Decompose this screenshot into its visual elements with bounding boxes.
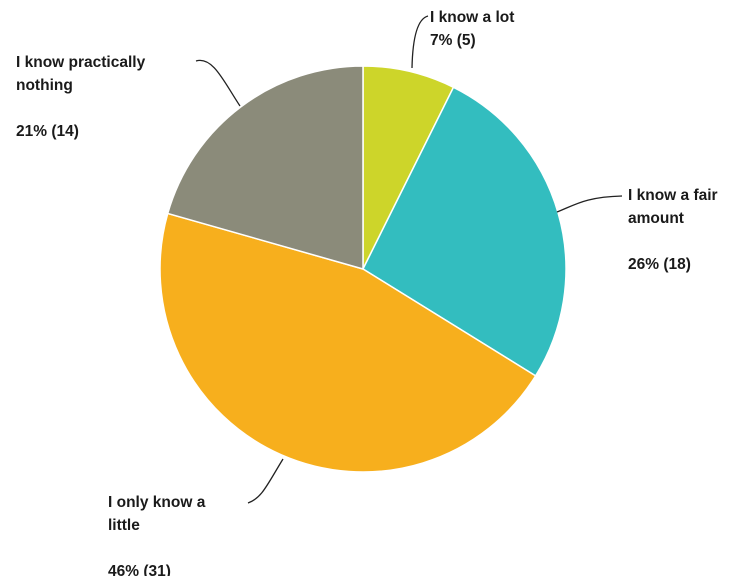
slice-label-line: I only know a [108, 494, 206, 511]
slice-label-line: I know a fair [628, 187, 718, 204]
slice-label-line: 46% (31) [108, 563, 171, 576]
slice-label-line: 21% (14) [16, 123, 79, 140]
slice-label-line: I know practically [16, 54, 146, 71]
slice-label-1: I know a lot 7% (5) [430, 9, 514, 49]
leader-line-1 [411, 15, 429, 69]
slice-label-2: I know a fair amount 26% (18) [628, 187, 718, 273]
slice-label-line: little [108, 517, 140, 534]
slice-label-line: nothing [16, 77, 73, 94]
slice-label-4: I know practically nothing 21% (14) [16, 54, 146, 140]
pie-slice-3 [159, 212, 537, 473]
pie-slice-4 [166, 65, 364, 270]
pie-slice-2 [362, 86, 567, 377]
slice-label-line: I know a lot [430, 9, 514, 26]
slice-labels: I know a lot 7% (5) I know a fair amount 26%… [16, 9, 718, 576]
leader-lines [195, 15, 623, 504]
slice-label-3: I only know a little 46% (31) [108, 494, 206, 576]
slice-label-line: 26% (18) [628, 256, 691, 273]
leader-line-2 [556, 195, 623, 213]
slice-label-line: 7% (5) [430, 32, 476, 49]
slice-label-line: amount [628, 210, 684, 227]
leader-line-4 [195, 59, 241, 107]
pie-slices [159, 65, 567, 473]
leader-line-3 [247, 458, 284, 504]
